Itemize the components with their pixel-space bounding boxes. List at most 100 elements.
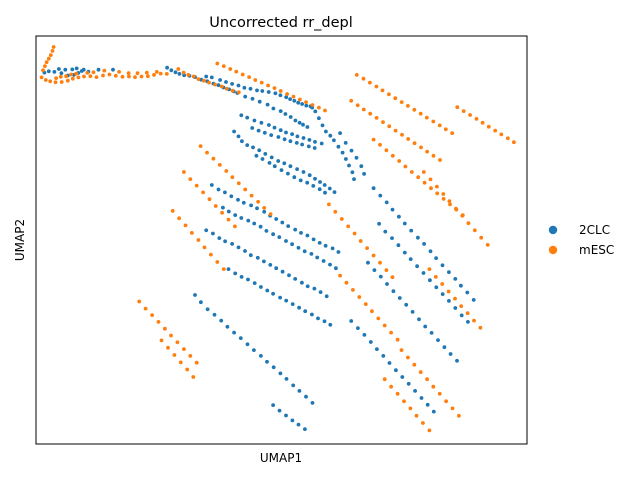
point-2clc-218 — [212, 312, 217, 317]
point-2clc-224 — [252, 348, 256, 352]
point-2clc-123 — [322, 183, 327, 187]
point-mesc-37 — [117, 70, 121, 74]
point-2clc-274 — [378, 274, 383, 279]
point-mesc-66 — [291, 94, 296, 99]
point-2clc-9 — [63, 67, 68, 72]
point-mesc-106 — [390, 153, 395, 158]
point-2clc-165 — [258, 224, 263, 229]
point-mesc-198 — [486, 124, 491, 129]
point-mesc-80 — [406, 104, 410, 108]
point-2clc-36 — [236, 83, 241, 88]
point-mesc-65 — [285, 92, 289, 96]
point-2clc-55 — [271, 106, 276, 111]
point-2clc-121 — [313, 176, 317, 181]
point-2clc-208 — [290, 302, 295, 306]
point-mesc-123 — [230, 175, 235, 180]
point-2clc-281 — [423, 324, 428, 329]
point-2clc-69 — [332, 138, 336, 143]
point-2clc-62 — [305, 125, 310, 129]
point-mesc-173 — [457, 413, 461, 418]
point-2clc-99 — [269, 133, 274, 138]
point-2clc-166 — [264, 229, 269, 233]
point-mesc-128 — [262, 206, 267, 210]
point-mesc-46 — [196, 77, 201, 81]
point-2clc-95 — [319, 141, 324, 146]
point-2clc-160 — [226, 209, 231, 214]
point-mesc-11 — [101, 73, 105, 78]
point-2clc-111 — [251, 145, 255, 150]
point-2clc-190 — [280, 269, 285, 274]
point-mesc-104 — [378, 142, 382, 147]
point-2clc-185 — [248, 253, 253, 258]
point-2clc-67 — [324, 129, 328, 134]
point-mesc-120 — [211, 156, 216, 161]
point-2clc-44 — [284, 95, 289, 100]
point-mesc-57 — [234, 69, 239, 74]
point-mesc-108 — [403, 164, 408, 169]
point-mesc-9 — [88, 74, 93, 79]
point-2clc-135 — [311, 184, 316, 188]
point-2clc-247 — [416, 235, 420, 240]
point-2clc-114 — [269, 155, 274, 160]
point-2clc-300 — [431, 409, 436, 414]
point-2clc-210 — [303, 309, 308, 314]
point-2clc-164 — [252, 221, 257, 226]
point-mesc-68 — [304, 100, 308, 104]
point-2clc-42 — [273, 91, 278, 96]
point-mesc-179 — [414, 413, 419, 418]
point-2clc-10 — [70, 67, 75, 72]
point-mesc-227 — [446, 289, 451, 294]
point-2clc-49 — [304, 103, 309, 108]
point-2clc-40 — [260, 89, 265, 93]
point-mesc-79 — [399, 100, 404, 104]
point-mesc-137 — [226, 217, 231, 222]
point-mesc-99 — [419, 145, 423, 150]
point-mesc-5 — [65, 78, 70, 83]
point-mesc-105 — [384, 148, 389, 153]
point-2clc-161 — [233, 213, 238, 218]
legend-marker-2clc — [548, 225, 558, 235]
point-mesc-82 — [418, 111, 423, 116]
point-mesc-207 — [352, 231, 357, 236]
point-2clc-245 — [402, 221, 407, 226]
point-mesc-199 — [493, 128, 498, 133]
point-mesc-160 — [172, 353, 177, 357]
point-2clc-280 — [417, 317, 421, 322]
point-mesc-140 — [177, 216, 182, 221]
point-2clc-73 — [347, 163, 351, 168]
point-mesc-232 — [478, 325, 483, 330]
point-mesc-43 — [181, 70, 186, 75]
point-2clc-299 — [425, 402, 430, 407]
point-2clc-295 — [400, 375, 405, 379]
point-mesc-205 — [339, 217, 344, 221]
point-mesc-122 — [224, 169, 229, 173]
point-2clc-19 — [177, 72, 182, 76]
point-mesc-6 — [70, 76, 75, 81]
point-mesc-190 — [472, 228, 477, 233]
point-mesc-178 — [408, 406, 413, 411]
point-mesc-152 — [163, 326, 167, 331]
point-2clc-207 — [284, 298, 289, 303]
point-2clc-76 — [338, 131, 342, 136]
point-2clc-188 — [268, 263, 273, 267]
point-mesc-171 — [444, 399, 448, 404]
point-mesc-34 — [85, 71, 90, 75]
point-2clc-87 — [272, 125, 277, 130]
point-2clc-78 — [349, 148, 354, 153]
point-2clc-253 — [453, 277, 458, 281]
point-2clc-271 — [466, 320, 470, 324]
point-2clc-51 — [243, 94, 248, 99]
point-2clc-60 — [297, 120, 302, 125]
point-2clc-228 — [278, 371, 283, 376]
point-mesc-192 — [485, 243, 490, 247]
point-mesc-174 — [382, 377, 387, 382]
point-2clc-126 — [254, 153, 259, 158]
point-2clc-98 — [262, 130, 267, 135]
legend-label-mesc: mESC — [579, 243, 614, 257]
point-2clc-39 — [255, 88, 259, 93]
point-mesc-214 — [338, 273, 342, 278]
point-mesc-61 — [259, 80, 264, 85]
point-2clc-211 — [310, 312, 314, 317]
point-mesc-54 — [215, 61, 220, 66]
point-2clc-116 — [282, 161, 287, 166]
